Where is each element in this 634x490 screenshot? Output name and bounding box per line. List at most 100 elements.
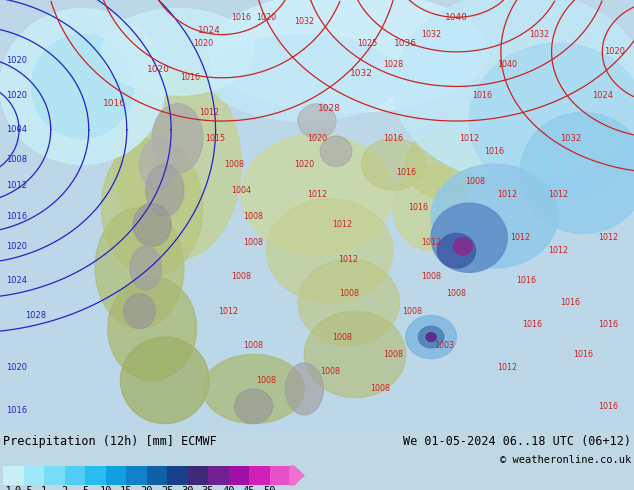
Text: 1020: 1020 (193, 39, 213, 48)
Text: 1016: 1016 (598, 402, 619, 411)
Text: 1032: 1032 (294, 17, 314, 26)
Text: 1016: 1016 (560, 298, 581, 307)
Polygon shape (209, 0, 488, 112)
Text: 1016: 1016 (472, 91, 492, 99)
Text: Precipitation (12h) [mm] ECMWF: Precipitation (12h) [mm] ECMWF (3, 435, 217, 448)
Bar (3, 466, 23, 485)
Polygon shape (146, 164, 184, 216)
Text: 45: 45 (243, 486, 256, 490)
Text: 1020: 1020 (256, 13, 276, 22)
Text: 1032: 1032 (560, 134, 581, 143)
Text: 1008: 1008 (243, 341, 264, 350)
Text: 1032: 1032 (421, 30, 441, 39)
Polygon shape (152, 104, 203, 173)
Bar (249, 466, 269, 485)
Bar (228, 466, 249, 485)
Text: 1032: 1032 (350, 69, 373, 78)
Text: 1012: 1012 (421, 238, 441, 246)
Text: 1008: 1008 (339, 290, 359, 298)
Text: 35: 35 (202, 486, 214, 490)
Text: 1025: 1025 (358, 39, 378, 48)
Polygon shape (130, 246, 162, 290)
Text: 1040: 1040 (445, 13, 468, 22)
Polygon shape (393, 0, 634, 181)
Polygon shape (266, 199, 393, 302)
Text: 1012: 1012 (339, 255, 359, 264)
Text: 1004: 1004 (6, 125, 27, 134)
Text: 0.5: 0.5 (14, 486, 33, 490)
Polygon shape (298, 259, 399, 346)
Polygon shape (406, 316, 456, 359)
Text: 1028: 1028 (318, 103, 341, 113)
Text: 1016: 1016 (383, 134, 403, 143)
Text: 1016: 1016 (484, 147, 505, 156)
Polygon shape (108, 276, 197, 380)
Polygon shape (209, 35, 399, 121)
Bar (23, 466, 44, 485)
Polygon shape (304, 311, 406, 397)
Text: 1008: 1008 (465, 177, 486, 186)
Text: 0.1: 0.1 (0, 486, 13, 490)
Polygon shape (361, 138, 425, 190)
Text: 1020: 1020 (6, 363, 27, 372)
Polygon shape (101, 138, 203, 276)
Text: 1016: 1016 (598, 319, 619, 329)
Text: 1020: 1020 (294, 160, 314, 169)
Polygon shape (285, 363, 323, 415)
Bar (44, 466, 65, 485)
Text: 40: 40 (223, 486, 235, 490)
Text: 1015: 1015 (205, 134, 226, 143)
Text: 1008: 1008 (402, 307, 422, 316)
Text: 1020: 1020 (147, 65, 170, 74)
Polygon shape (114, 69, 241, 259)
Text: 1040: 1040 (497, 60, 517, 69)
Text: 1016: 1016 (573, 350, 593, 359)
Polygon shape (320, 136, 352, 167)
Text: 5: 5 (82, 486, 88, 490)
Text: 1012: 1012 (548, 190, 568, 199)
Bar (126, 466, 146, 485)
Text: 1024: 1024 (198, 26, 221, 35)
Text: 1032: 1032 (529, 30, 549, 39)
Polygon shape (431, 203, 507, 272)
Text: 30: 30 (181, 486, 194, 490)
Text: 15: 15 (120, 486, 133, 490)
Text: 1016: 1016 (103, 99, 126, 108)
Polygon shape (32, 35, 133, 138)
Polygon shape (469, 43, 634, 199)
Text: 1024: 1024 (592, 91, 613, 99)
Polygon shape (203, 354, 304, 423)
Bar (208, 466, 228, 485)
Text: 1020: 1020 (604, 48, 626, 56)
Text: 2: 2 (61, 486, 68, 490)
Text: 1028: 1028 (25, 311, 46, 320)
Bar (85, 466, 105, 485)
Text: 1008: 1008 (243, 212, 264, 220)
Text: 1003: 1003 (434, 341, 454, 350)
Text: 1012: 1012 (6, 181, 27, 190)
Polygon shape (235, 389, 273, 423)
Text: 1016: 1016 (180, 74, 200, 82)
Text: 1008: 1008 (224, 160, 245, 169)
Polygon shape (101, 9, 254, 95)
Text: 10: 10 (100, 486, 112, 490)
Text: © weatheronline.co.uk: © weatheronline.co.uk (500, 455, 631, 465)
Polygon shape (393, 164, 469, 251)
Text: 1008: 1008 (243, 238, 264, 246)
Bar (65, 466, 85, 485)
Polygon shape (418, 326, 444, 348)
Text: 25: 25 (161, 486, 173, 490)
Text: 1008: 1008 (320, 367, 340, 376)
Text: 1008: 1008 (332, 333, 353, 342)
Polygon shape (133, 203, 171, 246)
Text: 1020: 1020 (6, 242, 27, 251)
Polygon shape (426, 333, 436, 342)
Text: 1016: 1016 (6, 212, 27, 220)
Polygon shape (298, 104, 336, 138)
Text: 1016: 1016 (522, 319, 543, 329)
Text: 1016: 1016 (516, 276, 536, 285)
Bar (269, 466, 290, 485)
Polygon shape (124, 294, 155, 328)
Polygon shape (520, 112, 634, 233)
Text: 1: 1 (41, 486, 47, 490)
